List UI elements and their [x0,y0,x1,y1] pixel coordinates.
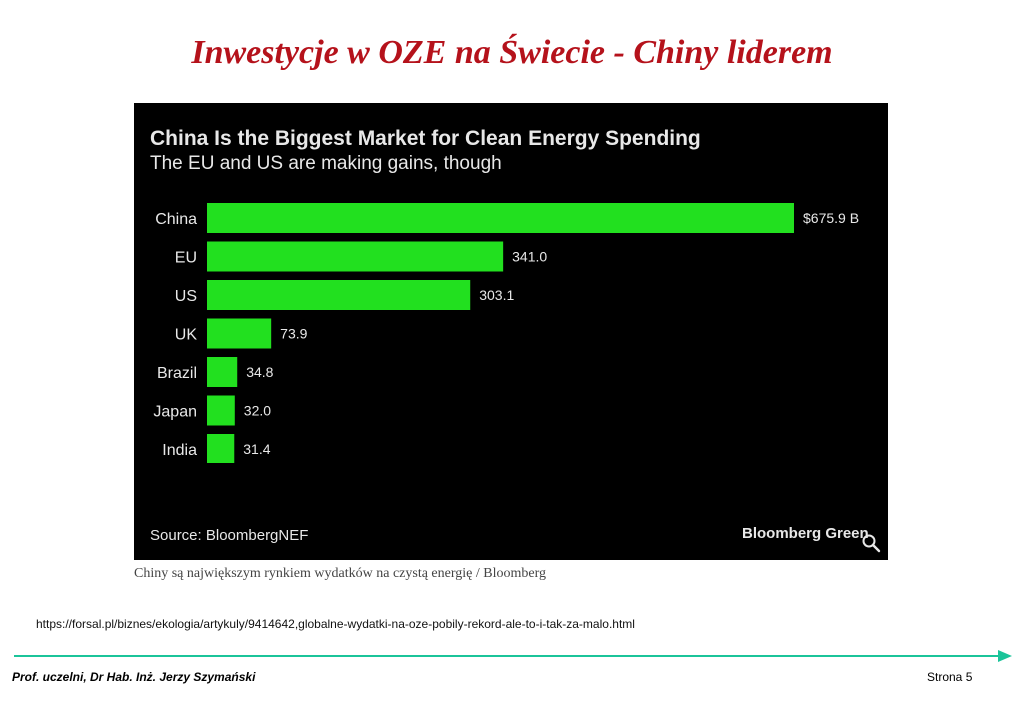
bar-uk [207,318,272,349]
source-link[interactable]: https://forsal.pl/biznes/ekologia/artyku… [36,617,635,631]
bar-us [207,280,471,310]
bar-eu [207,241,504,272]
value-label-us: 303.1 [479,287,514,303]
value-label-eu: 341.0 [512,249,547,265]
bar-china [207,203,794,233]
value-label-uk: 73.9 [280,326,307,342]
chart-source: Source: BloombergNEF [150,527,309,544]
chart-subtitle: The EU and US are making gains, though [150,153,502,174]
search-icon [862,534,881,553]
page-number: Strona 5 [927,670,973,684]
footer-arrow-divider [14,650,1012,662]
category-label-china: China [155,211,197,228]
bar-japan [207,395,235,426]
category-label-us: US [175,288,197,305]
category-label-eu: EU [175,250,197,267]
value-label-india: 31.4 [243,441,270,457]
bar-brazil [207,357,238,387]
author-name: Prof. uczelni, Dr Hab. Inż. Jerzy Szymań… [12,670,256,684]
slide-title: Inwestycje w OZE na Świecie - Chiny lide… [191,34,833,71]
value-label-japan: 32.0 [244,403,271,419]
category-label-brazil: Brazil [157,365,197,382]
value-label-brazil: 34.8 [246,364,273,380]
image-caption: Chiny są największym rynkiem wydatków na… [134,566,547,581]
bar-india [207,434,235,463]
category-label-uk: UK [175,327,198,344]
chart-plot-area: China $675.9 B EU 341.0 US 303.1 UK 73.9 Brazil 3… [153,203,859,463]
chart-title: China Is the Biggest Market for Clean En… [150,127,701,150]
bar-chart: China Is the Biggest Market for Clean En… [134,103,888,560]
bloomberg-green-logo: Bloomberg Green [742,525,869,542]
value-label-china: $675.9 B [803,210,859,226]
category-label-japan: Japan [153,404,197,421]
category-label-india: India [162,442,197,459]
